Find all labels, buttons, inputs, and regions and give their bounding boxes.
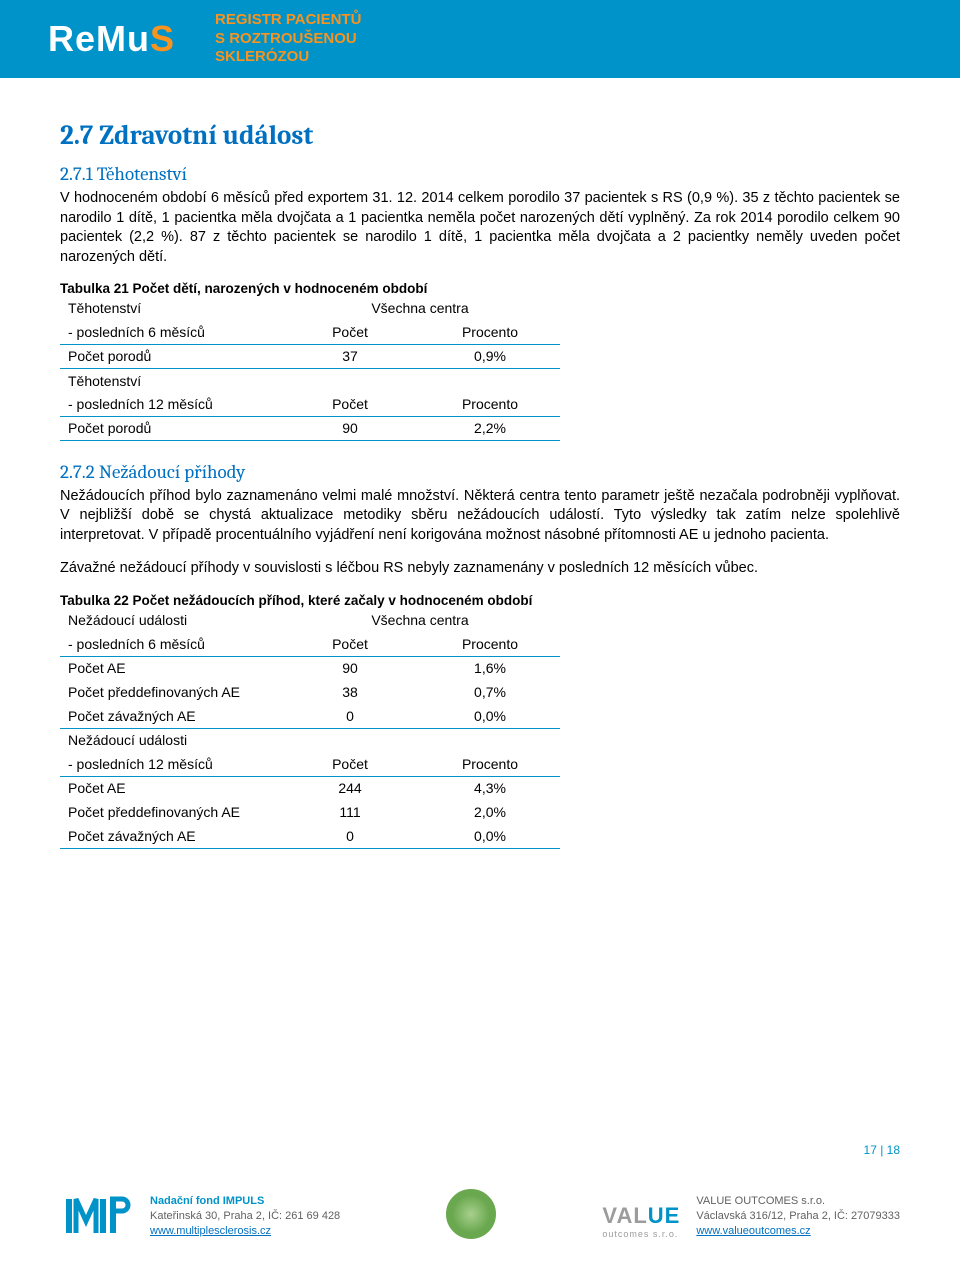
footer-org-name: Nadační fond IMPULS: [150, 1194, 340, 1209]
table-cell: 0: [280, 704, 420, 728]
table-header-center: Všechna centra: [280, 296, 560, 320]
table-row-label: Počet AE: [60, 776, 280, 800]
table-row-label: Nežádoucí události: [60, 728, 280, 752]
logo: ReMuS: [48, 18, 175, 60]
table-cell: 1,6%: [420, 656, 560, 680]
table-row-label: - posledních 12 měsíců: [60, 752, 280, 776]
table-row-label: Počet AE: [60, 656, 280, 680]
table-cell: 90: [280, 656, 420, 680]
header-sub-line: SKLERÓZOU: [215, 48, 361, 67]
table-cell: 0,9%: [420, 344, 560, 368]
table-col-header: Procento: [420, 320, 560, 344]
table-col-header: Počet: [280, 632, 420, 656]
footer-link[interactable]: www.multiplesclerosis.cz: [150, 1225, 271, 1237]
impuls-logo-icon: [60, 1189, 136, 1239]
table-col-header: Procento: [420, 392, 560, 416]
table-col-header: Počet: [280, 392, 420, 416]
footer-addr: Kateřinská 30, Praha 2, IČ: 261 69 428: [150, 1209, 340, 1224]
subsection-title: 2.7.1 Těhotenství: [60, 163, 900, 185]
logo-text: ReMu: [48, 18, 150, 59]
table-caption: Tabulka 21 Počet dětí, narozených v hodn…: [60, 281, 900, 296]
table-22: Nežádoucí události Všechna centra - posl…: [60, 608, 560, 849]
table-row-label: Počet porodů: [60, 416, 280, 440]
footer-right: VALUE outcomes s.r.o. VALUE OUTCOMES s.r…: [602, 1194, 900, 1239]
table-row-label: Těhotenství: [60, 368, 280, 392]
value-logo: VALUE outcomes s.r.o.: [602, 1203, 680, 1239]
table-header-center: Všechna centra: [280, 608, 560, 632]
table-col-header: Počet: [280, 320, 420, 344]
table-col-header: Procento: [420, 632, 560, 656]
table-row-label: Počet předdefinovaných AE: [60, 800, 280, 824]
header-subtitle: REGISTR PACIENTŮ S ROZTROUŠENOU SKLERÓZO…: [215, 11, 361, 67]
footer-left: Nadační fond IMPULS Kateřinská 30, Praha…: [60, 1189, 340, 1239]
paragraph: Závažné nežádoucí příhody v souvislosti …: [60, 559, 900, 579]
seal-icon: [446, 1189, 496, 1239]
table-row-label: Těhotenství: [60, 296, 280, 320]
table-cell: 38: [280, 680, 420, 704]
footer-org-name: VALUE OUTCOMES s.r.o.: [696, 1194, 900, 1209]
table-row-label: Počet závažných AE: [60, 704, 280, 728]
table-cell: 0,7%: [420, 680, 560, 704]
page-content: 2.7 Zdravotní událost 2.7.1 Těhotenství …: [0, 78, 960, 849]
table-row-label: - posledních 6 měsíců: [60, 632, 280, 656]
value-logo-sub: outcomes s.r.o.: [602, 1229, 680, 1239]
table-row-label: Nežádoucí události: [60, 608, 280, 632]
table-row-label: Počet závažných AE: [60, 824, 280, 848]
table-row-label: Počet předdefinovaných AE: [60, 680, 280, 704]
table-cell: 4,3%: [420, 776, 560, 800]
section-title: 2.7 Zdravotní událost: [60, 120, 900, 151]
table-cell: 0: [280, 824, 420, 848]
page-number: 17 | 18: [864, 1143, 900, 1157]
footer-right-text: VALUE OUTCOMES s.r.o. Václavská 316/12, …: [696, 1194, 900, 1239]
table-cell: 244: [280, 776, 420, 800]
table-cell: 0,0%: [420, 824, 560, 848]
header-sub-line: S ROZTROUŠENOU: [215, 30, 361, 49]
header-bar: ReMuS REGISTR PACIENTŮ S ROZTROUŠENOU SK…: [0, 0, 960, 78]
table-cell: 90: [280, 416, 420, 440]
table-cell: 2,2%: [420, 416, 560, 440]
table-col-header: Počet: [280, 752, 420, 776]
paragraph: V hodnoceném období 6 měsíců před export…: [60, 189, 900, 267]
table-row-label: Počet porodů: [60, 344, 280, 368]
table-row-label: - posledních 6 měsíců: [60, 320, 280, 344]
table-caption: Tabulka 22 Počet nežádoucích příhod, kte…: [60, 593, 900, 608]
value-logo-part2: UE: [648, 1203, 681, 1228]
table-row-label: - posledních 12 měsíců: [60, 392, 280, 416]
paragraph: Nežádoucích příhod bylo zaznamenáno velm…: [60, 487, 900, 546]
footer: Nadační fond IMPULS Kateřinská 30, Praha…: [0, 1189, 960, 1239]
table-col-header: Procento: [420, 752, 560, 776]
header-sub-line: REGISTR PACIENTŮ: [215, 11, 361, 30]
table-cell: 2,0%: [420, 800, 560, 824]
footer-addr: Václavská 316/12, Praha 2, IČ: 27079333: [696, 1209, 900, 1224]
subsection-title: 2.7.2 Nežádoucí příhody: [60, 461, 900, 483]
footer-left-text: Nadační fond IMPULS Kateřinská 30, Praha…: [150, 1194, 340, 1239]
table-cell: 111: [280, 800, 420, 824]
logo-dot: S: [150, 18, 175, 59]
table-cell: 0,0%: [420, 704, 560, 728]
footer-link[interactable]: www.valueoutcomes.cz: [696, 1225, 810, 1237]
table-21: Těhotenství Všechna centra - posledních …: [60, 296, 560, 441]
value-logo-part1: VAL: [602, 1203, 647, 1228]
table-cell: 37: [280, 344, 420, 368]
